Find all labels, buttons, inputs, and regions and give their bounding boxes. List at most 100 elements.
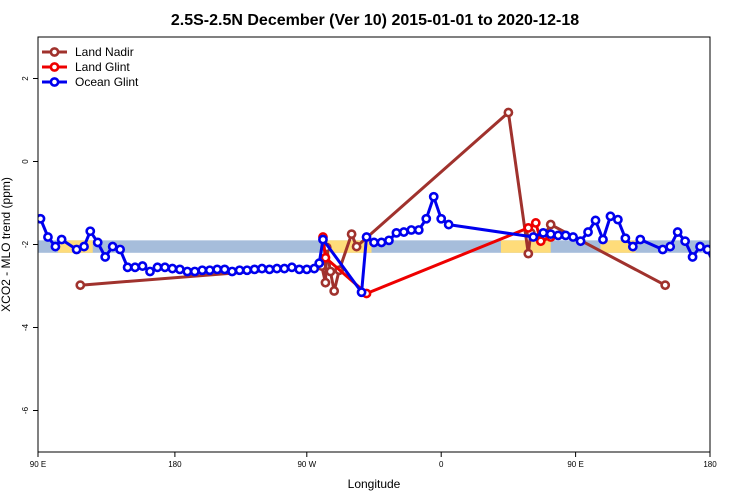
data-point-ocean-glint	[197, 265, 208, 276]
legend-entry: Land Nadir	[42, 45, 134, 59]
data-point-ocean-glint	[152, 262, 163, 273]
y-tick-label: -6	[21, 406, 30, 414]
data-point-ocean-glint	[406, 225, 417, 235]
data-point-ocean-glint	[687, 252, 698, 262]
data-point-ocean-glint	[50, 241, 61, 252]
data-point-ocean-glint	[726, 262, 733, 269]
land-band-segment	[600, 240, 636, 253]
data-point-ocean-glint	[741, 264, 748, 271]
data-point-land-nadir	[351, 241, 362, 252]
data-point-ocean-glint	[79, 241, 89, 252]
data-point-ocean-glint	[672, 227, 683, 237]
x-tick-label: 90 E	[567, 460, 583, 469]
data-point-ocean-glint	[575, 236, 586, 247]
data-point-land-nadir	[320, 277, 331, 288]
data-point-ocean-glint	[528, 232, 539, 242]
data-point-ocean-glint	[137, 261, 148, 271]
data-point-ocean-glint	[257, 263, 267, 274]
x-tick-label: 90 W	[297, 460, 316, 469]
x-axis-label: Longitude	[348, 477, 401, 491]
data-point-ocean-glint	[560, 230, 571, 241]
data-point-land-nadir	[346, 229, 357, 240]
data-point-ocean-glint	[443, 219, 454, 230]
data-point-ocean-glint	[92, 237, 103, 248]
data-point-ocean-glint	[734, 268, 741, 275]
data-point-ocean-glint	[264, 264, 275, 275]
data-point-ocean-glint	[598, 234, 608, 245]
legend-label: Land Nadir	[75, 45, 134, 59]
data-point-ocean-glint	[545, 229, 556, 240]
data-point-land-nadir	[329, 286, 340, 296]
x-tick-label: 180	[168, 460, 182, 469]
data-point-ocean-glint	[294, 264, 305, 275]
data-point-land-glint	[530, 218, 541, 228]
data-point-ocean-glint	[657, 244, 668, 255]
data-point-ocean-glint	[398, 227, 409, 237]
data-point-ocean-glint	[85, 226, 96, 237]
x-tick-label: 90 E	[30, 460, 46, 469]
data-point-ocean-glint	[428, 191, 439, 202]
y-tick-label: -4	[21, 323, 30, 331]
legend-entry: Ocean Glint	[42, 75, 139, 89]
y-tick-label: 2	[21, 76, 30, 81]
data-point-ocean-glint	[182, 266, 193, 277]
data-point-ocean-glint	[234, 265, 245, 276]
data-point-ocean-glint	[627, 241, 638, 252]
legend-swatch-marker	[49, 62, 60, 72]
data-point-ocean-glint	[56, 234, 67, 245]
data-point-ocean-glint	[145, 266, 155, 277]
data-point-ocean-glint	[71, 244, 82, 255]
data-point-ocean-glint	[538, 227, 549, 238]
x-axis: 90 E 180 90 W 0 90 E 180	[30, 452, 717, 469]
data-point-ocean-glint	[38, 213, 46, 224]
series-ocean-glint	[38, 191, 748, 298]
legend-label: Ocean Glint	[75, 75, 139, 89]
data-point-land-nadir	[523, 248, 534, 259]
data-point-ocean-glint	[613, 214, 623, 225]
data-point-ocean-glint	[107, 241, 118, 252]
legend-swatch-marker	[49, 47, 60, 57]
data-point-ocean-glint	[635, 234, 646, 245]
data-point-ocean-glint	[413, 225, 424, 235]
data-point-ocean-glint	[272, 263, 282, 274]
data-point-ocean-glint	[174, 264, 185, 275]
data-point-ocean-glint	[391, 227, 402, 238]
data-point-ocean-glint	[249, 264, 260, 275]
legend-label: Land Glint	[75, 60, 130, 74]
chart-title: 2.5S-2.5N December (Ver 10) 2015-01-01 t…	[171, 12, 579, 29]
data-point-ocean-glint	[100, 252, 111, 262]
data-point-ocean-glint	[204, 265, 215, 276]
data-point-ocean-glint	[130, 262, 140, 273]
data-point-land-glint	[523, 222, 534, 233]
data-point-ocean-glint	[590, 215, 601, 226]
data-point-ocean-glint	[695, 241, 705, 252]
data-point-ocean-glint	[369, 237, 379, 248]
data-point-ocean-glint	[286, 262, 297, 273]
data-point-ocean-glint	[702, 244, 710, 255]
data-point-ocean-glint	[122, 262, 133, 273]
y-tick-label: -2	[21, 240, 30, 248]
data-point-ocean-glint	[665, 241, 676, 252]
data-point-ocean-glint	[719, 264, 726, 271]
x-tick-label: 0	[439, 460, 444, 469]
legend-swatch-marker	[49, 77, 60, 87]
data-point-ocean-glint	[115, 244, 126, 255]
data-point-land-nadir	[503, 107, 514, 118]
data-point-ocean-glint	[242, 265, 252, 276]
data-point-ocean-glint	[553, 230, 564, 241]
x-tick-label: 180	[703, 460, 717, 469]
data-point-ocean-glint	[421, 213, 432, 224]
data-point-ocean-glint	[219, 264, 230, 275]
data-point-ocean-glint	[279, 263, 290, 274]
data-point-ocean-glint	[227, 266, 238, 277]
data-point-ocean-glint	[301, 264, 312, 275]
data-point-ocean-glint	[620, 233, 631, 244]
data-point-land-nadir	[545, 219, 556, 230]
data-point-land-nadir	[325, 266, 336, 277]
data-point-ocean-glint	[212, 264, 223, 275]
data-point-ocean-glint	[167, 263, 178, 274]
series-land-glint	[318, 218, 556, 299]
data-point-ocean-glint	[356, 287, 367, 298]
